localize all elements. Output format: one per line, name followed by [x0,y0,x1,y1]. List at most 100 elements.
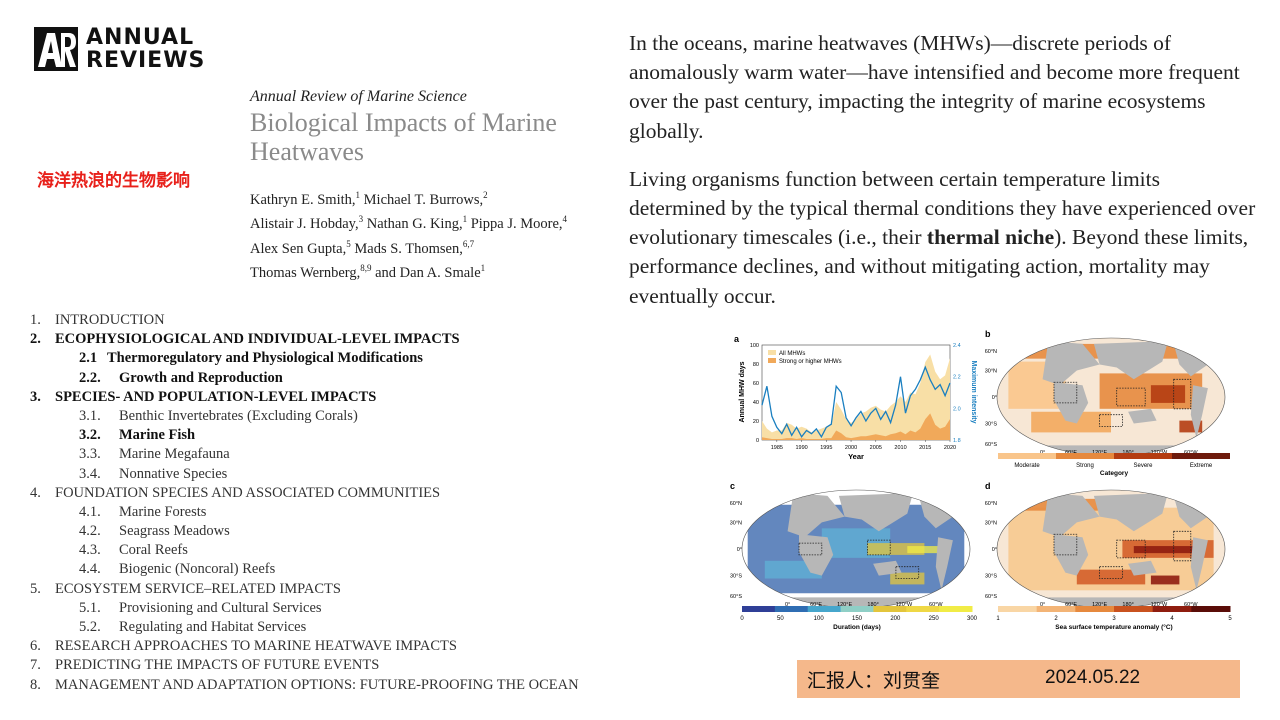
antarctica [997,445,1225,456]
category-label: Severe [1133,463,1153,469]
panel-letter: b [985,329,991,339]
land-mass [935,537,953,591]
lat-label: 60°S [730,594,742,600]
author-list: Kathryn E. Smith,1 Michael T. Burrows,2 … [250,186,610,283]
toc-title: Marine Fish [119,427,196,444]
colorbar-label: Sea surface temperature anomaly (°C) [1055,623,1172,631]
annual-reviews-logo-mark-icon [34,27,78,71]
panel-a-letter: a [734,334,740,344]
toc-title: Thermoregulatory and Physiological Modif… [107,350,423,367]
heat-patch [1150,385,1186,403]
toc-item: 2.1 Thermoregulatory and Physiological Mo… [30,349,650,368]
land-mass [1128,560,1157,576]
colorbar-tick: 1 [996,616,1000,622]
series-line-max-intensity [761,365,951,439]
paragraph-thermal-niche: Living organisms function between certai… [629,165,1259,311]
lat-label: 60°N [985,501,997,507]
author-line: Alistair J. Hobday,3 Nathan G. King,1 Pi… [250,210,610,234]
paragraph-text: ). Beyond these limits, performance decl… [629,225,1249,308]
logo-word-annual: ANNUAL [86,25,195,50]
logo-word-reviews: REVIEWS [86,48,206,73]
panel-a-xlabel: Year [848,452,864,461]
y-tick-label: 80 [753,362,759,368]
category-swatch [1172,453,1230,459]
author-affiliation: 3 [358,214,364,225]
journal-name: Annual Review of Marine Science [250,88,467,105]
colorbar-segment [906,606,940,612]
toc-item: 5. ECOSYSTEM SERVICE–RELATED IMPACTS [30,580,650,599]
colorbar-tick: 100 [814,616,825,622]
author-name: Nathan G. King, [363,216,463,233]
toc-title: SPECIES- AND POPULATION-LEVEL IMPACTS [55,388,377,405]
x-tick-label: 1995 [820,445,832,451]
land-mass [1128,408,1157,424]
legend-strong-mhw-swatch [768,358,776,363]
series-area-strong-mhw [762,413,950,440]
lat-label: 30°N [730,520,742,526]
colorbar-segment [939,606,973,612]
toc-title: ECOSYSTEM SERVICE–RELATED IMPACTS [55,580,341,597]
toc-number: 2.2. [79,369,101,386]
lat-label: 60°N [985,349,997,355]
land-mass [1093,492,1168,532]
panel-b-mhw-category-map: b60°N30°N0°30°S60°S0°60°E120°E180°120°W6… [985,329,1230,477]
y-tick-label: 40 [753,400,759,406]
colorbar-segment [1075,606,1115,612]
lon-label: 120°E [837,602,852,608]
toc-item: 2. ECOPHYSIOLOGICAL AND INDIVIDUAL-LEVEL … [30,330,650,349]
x-tick-label: 2005 [870,445,882,451]
colorbar-segment [840,606,874,612]
panel-c-mhw-duration-map: c 60°N 30°N 0° 30°S 60°S 0° 60°E 120°E 180° 120°W 6… [730,481,978,631]
region-box [798,542,823,556]
table-of-contents: 1. INTRODUCTION 2. ECOPHYSIOLOGICAL AND IND… [30,311,650,695]
x-tick-label: 1985 [771,445,783,451]
toc-title: Biogenic (Noncoral) Reefs [119,561,276,578]
colorbar-tick: 150 [852,616,863,622]
toc-item: 1. INTRODUCTION [30,311,650,330]
lon-label: 60°W [929,602,943,608]
lat-label: 30°N [985,368,997,374]
panel-d-sst-anomaly-map: d 60°N 30°N 0° 30°S 60°S 0° 60°E 120°E 180° 120°W 6… [985,481,1233,631]
author-affiliation: 1 [462,214,468,225]
region-box [1116,387,1146,407]
summary-text: In the oceans, marine heatwaves (MHWs)—d… [629,29,1259,330]
toc-number: 5. [30,580,41,597]
toc-title: PREDICTING THE IMPACTS OF FUTURE EVENTS [55,657,380,674]
toc-number: 3.1. [79,407,101,424]
lat-label: 0° [992,547,997,553]
y2-tick-label: 2.2 [953,375,961,381]
x-tick-label: 1990 [795,445,807,451]
lat-label: 60°S [985,442,997,448]
map-layers [742,492,970,608]
toc-item: 5.2. Regulating and Habitat Services [30,618,650,637]
land-mass [1190,385,1208,439]
y-tick-label: 0 [756,438,759,444]
heat-patch [1076,569,1146,585]
toc-title: MANAGEMENT AND ADAPTATION OPTIONS: FUTUR… [55,676,579,693]
region-box [866,539,891,556]
toc-number: 5.2. [79,619,101,635]
toc-number: 2. [30,331,41,348]
colorbar-tick: 200 [890,616,901,622]
toc-title: Coral Reefs [119,542,188,559]
reporter-box: 汇报人：刘贯奎 2024.05.22 [797,660,1240,698]
toc-item: 2.2. Growth and Reproduction [30,369,650,388]
author-name: Mads S. Thomsen, [350,240,463,257]
toc-item: 4.3. Coral Reefs [30,541,650,560]
author-affiliation: 4 [562,214,568,225]
panel-a-right-ticks: 1.8 2.0 2.2 2.4 [953,343,961,444]
paragraph-mhw-definition: In the oceans, marine heatwaves (MHWs)—d… [629,31,1240,143]
lat-label: 0° [992,395,997,401]
legend-all-mhw: All MHWs [779,351,805,357]
lat-label: 30°N [985,520,997,526]
land-mass [1093,341,1168,380]
lat-label: 30°S [985,574,997,580]
category-swatch [1114,453,1172,459]
lat-label: 0° [737,547,742,553]
heat-patch [867,543,925,555]
toc-title: FOUNDATION SPECIES AND ASSOCIATED COMMUN… [55,484,441,501]
panel-a-ylabel: Annual MHW days [739,361,746,422]
toc-number: 2.1 [79,350,98,367]
colorbar-segment [1036,606,1076,612]
